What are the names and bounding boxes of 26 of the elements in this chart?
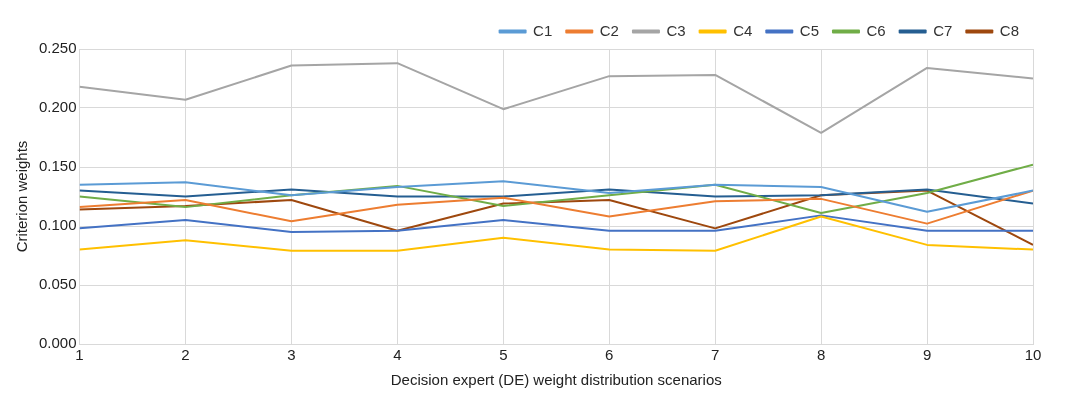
x-tick-label: 9 <box>922 346 932 364</box>
y-axis-title: Criterion weights <box>13 140 31 253</box>
legend-label: C3 <box>666 21 686 39</box>
legend-label: C8 <box>999 21 1020 39</box>
legend-label: C1 <box>533 21 553 39</box>
legend-label: C5 <box>799 21 819 39</box>
x-tick-label: 3 <box>287 346 296 364</box>
legend-label: C4 <box>733 21 753 39</box>
x-tick-label: 2 <box>181 346 190 364</box>
legend-label: C6 <box>866 21 886 39</box>
x-tick-label: 5 <box>499 346 508 364</box>
y-tick-label: 0.000 <box>38 334 77 352</box>
y-tick-label: 0.200 <box>38 98 77 116</box>
x-tick-label: 6 <box>605 346 614 364</box>
y-tick-label: 0.100 <box>38 216 77 234</box>
legend-label: C2 <box>599 21 619 39</box>
x-tick-label: 8 <box>816 346 826 364</box>
x-tick-label: 4 <box>393 346 402 364</box>
x-tick-label: 7 <box>711 346 720 364</box>
y-tick-label: 0.150 <box>38 157 77 175</box>
legend-label: C7 <box>933 21 953 39</box>
y-tick-label: 0.050 <box>38 275 77 293</box>
y-tick-label: 0.250 <box>38 39 77 57</box>
x-axis-title: Decision expert (DE) weight distribution scenarios <box>390 371 722 389</box>
x-tick-label: 1 <box>75 346 84 364</box>
x-tick-label: 10 <box>1024 346 1042 364</box>
